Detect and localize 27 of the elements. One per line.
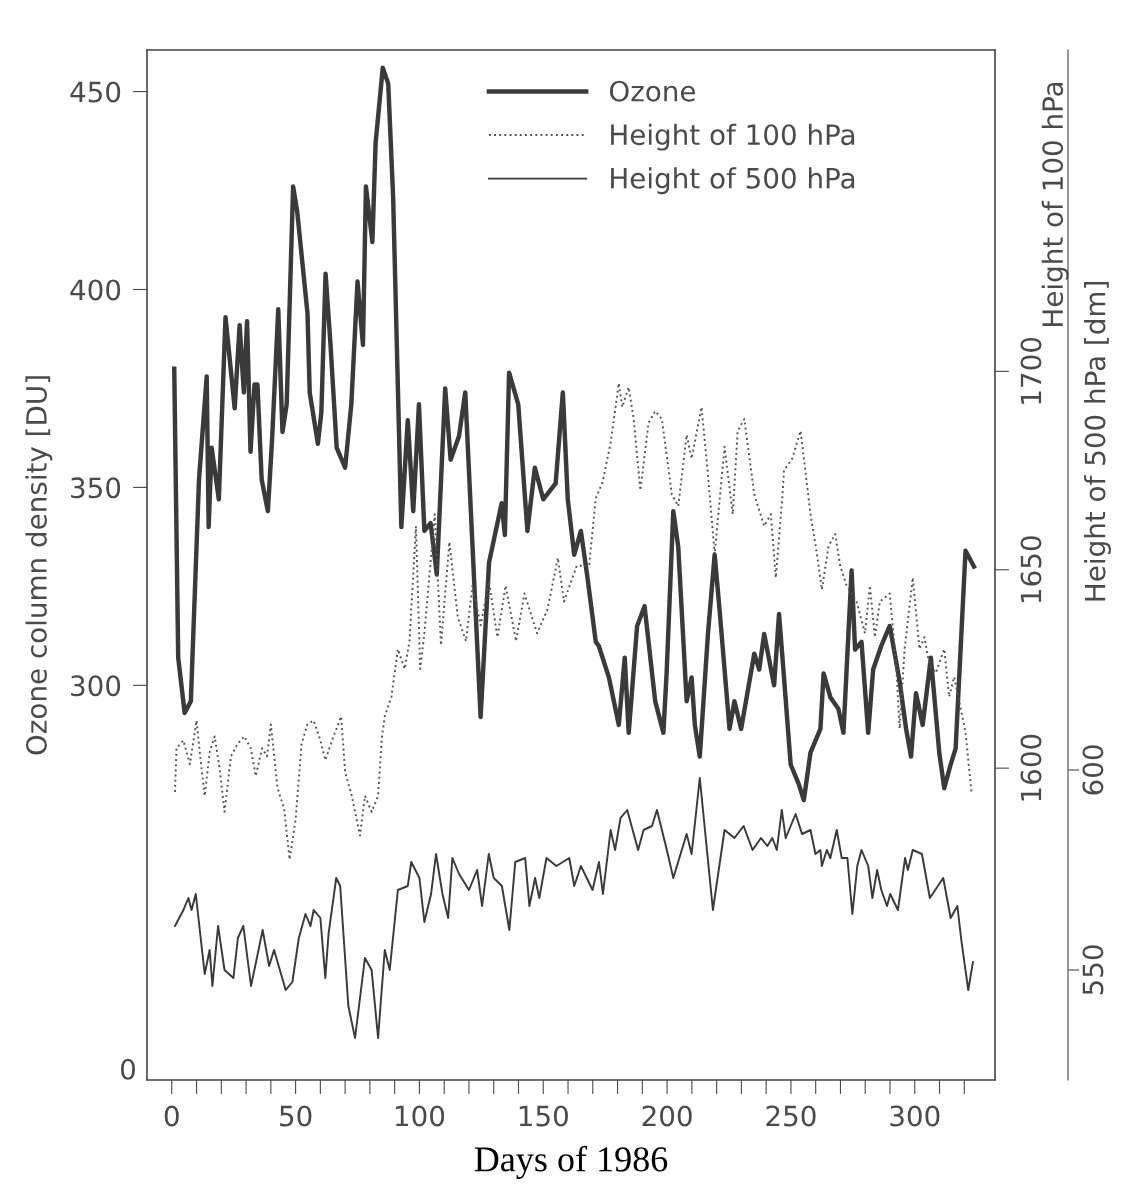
y2-tick-label: 1650 xyxy=(1020,536,1042,603)
y3-axis-title: Height of 500 hPa [dm] xyxy=(1084,282,1111,601)
x-tick-label: 200 xyxy=(642,1105,692,1127)
legend-label: Height of 500 hPa xyxy=(611,167,855,195)
y3-tick-label: 550 xyxy=(1082,945,1104,995)
y2-axis-title: Height of 100 hPa xyxy=(1041,82,1069,326)
x-tick-label: 100 xyxy=(395,1105,445,1127)
y-axis-title: Ozone column density [DU] xyxy=(25,376,53,755)
legend-label: Height of 100 hPa xyxy=(611,123,855,151)
x-tick-label: 300 xyxy=(890,1105,940,1127)
x-axis-title: Days of 1986 xyxy=(474,1145,668,1179)
text: 0 xyxy=(120,1058,135,1080)
y-tick-label: 300 xyxy=(71,675,121,697)
x-tick-label: 50 xyxy=(280,1105,312,1127)
line-series xyxy=(174,777,974,1039)
line-series xyxy=(172,65,977,803)
y-tick-label: 450 xyxy=(70,81,121,103)
y-tick-label: 400 xyxy=(70,279,121,301)
y2-tick-label: 1600 xyxy=(1020,734,1042,801)
x-tick-label: 250 xyxy=(766,1105,816,1127)
y2-tick-label: 1700 xyxy=(1020,337,1042,404)
y3-tick-label: 600 xyxy=(1082,745,1104,795)
legend-label: Ozone xyxy=(609,80,696,102)
x-tick-label: 150 xyxy=(519,1105,568,1127)
line-series xyxy=(174,382,973,861)
y-tick-label: 350 xyxy=(71,477,121,499)
x-tick-label: 0 xyxy=(164,1105,179,1127)
